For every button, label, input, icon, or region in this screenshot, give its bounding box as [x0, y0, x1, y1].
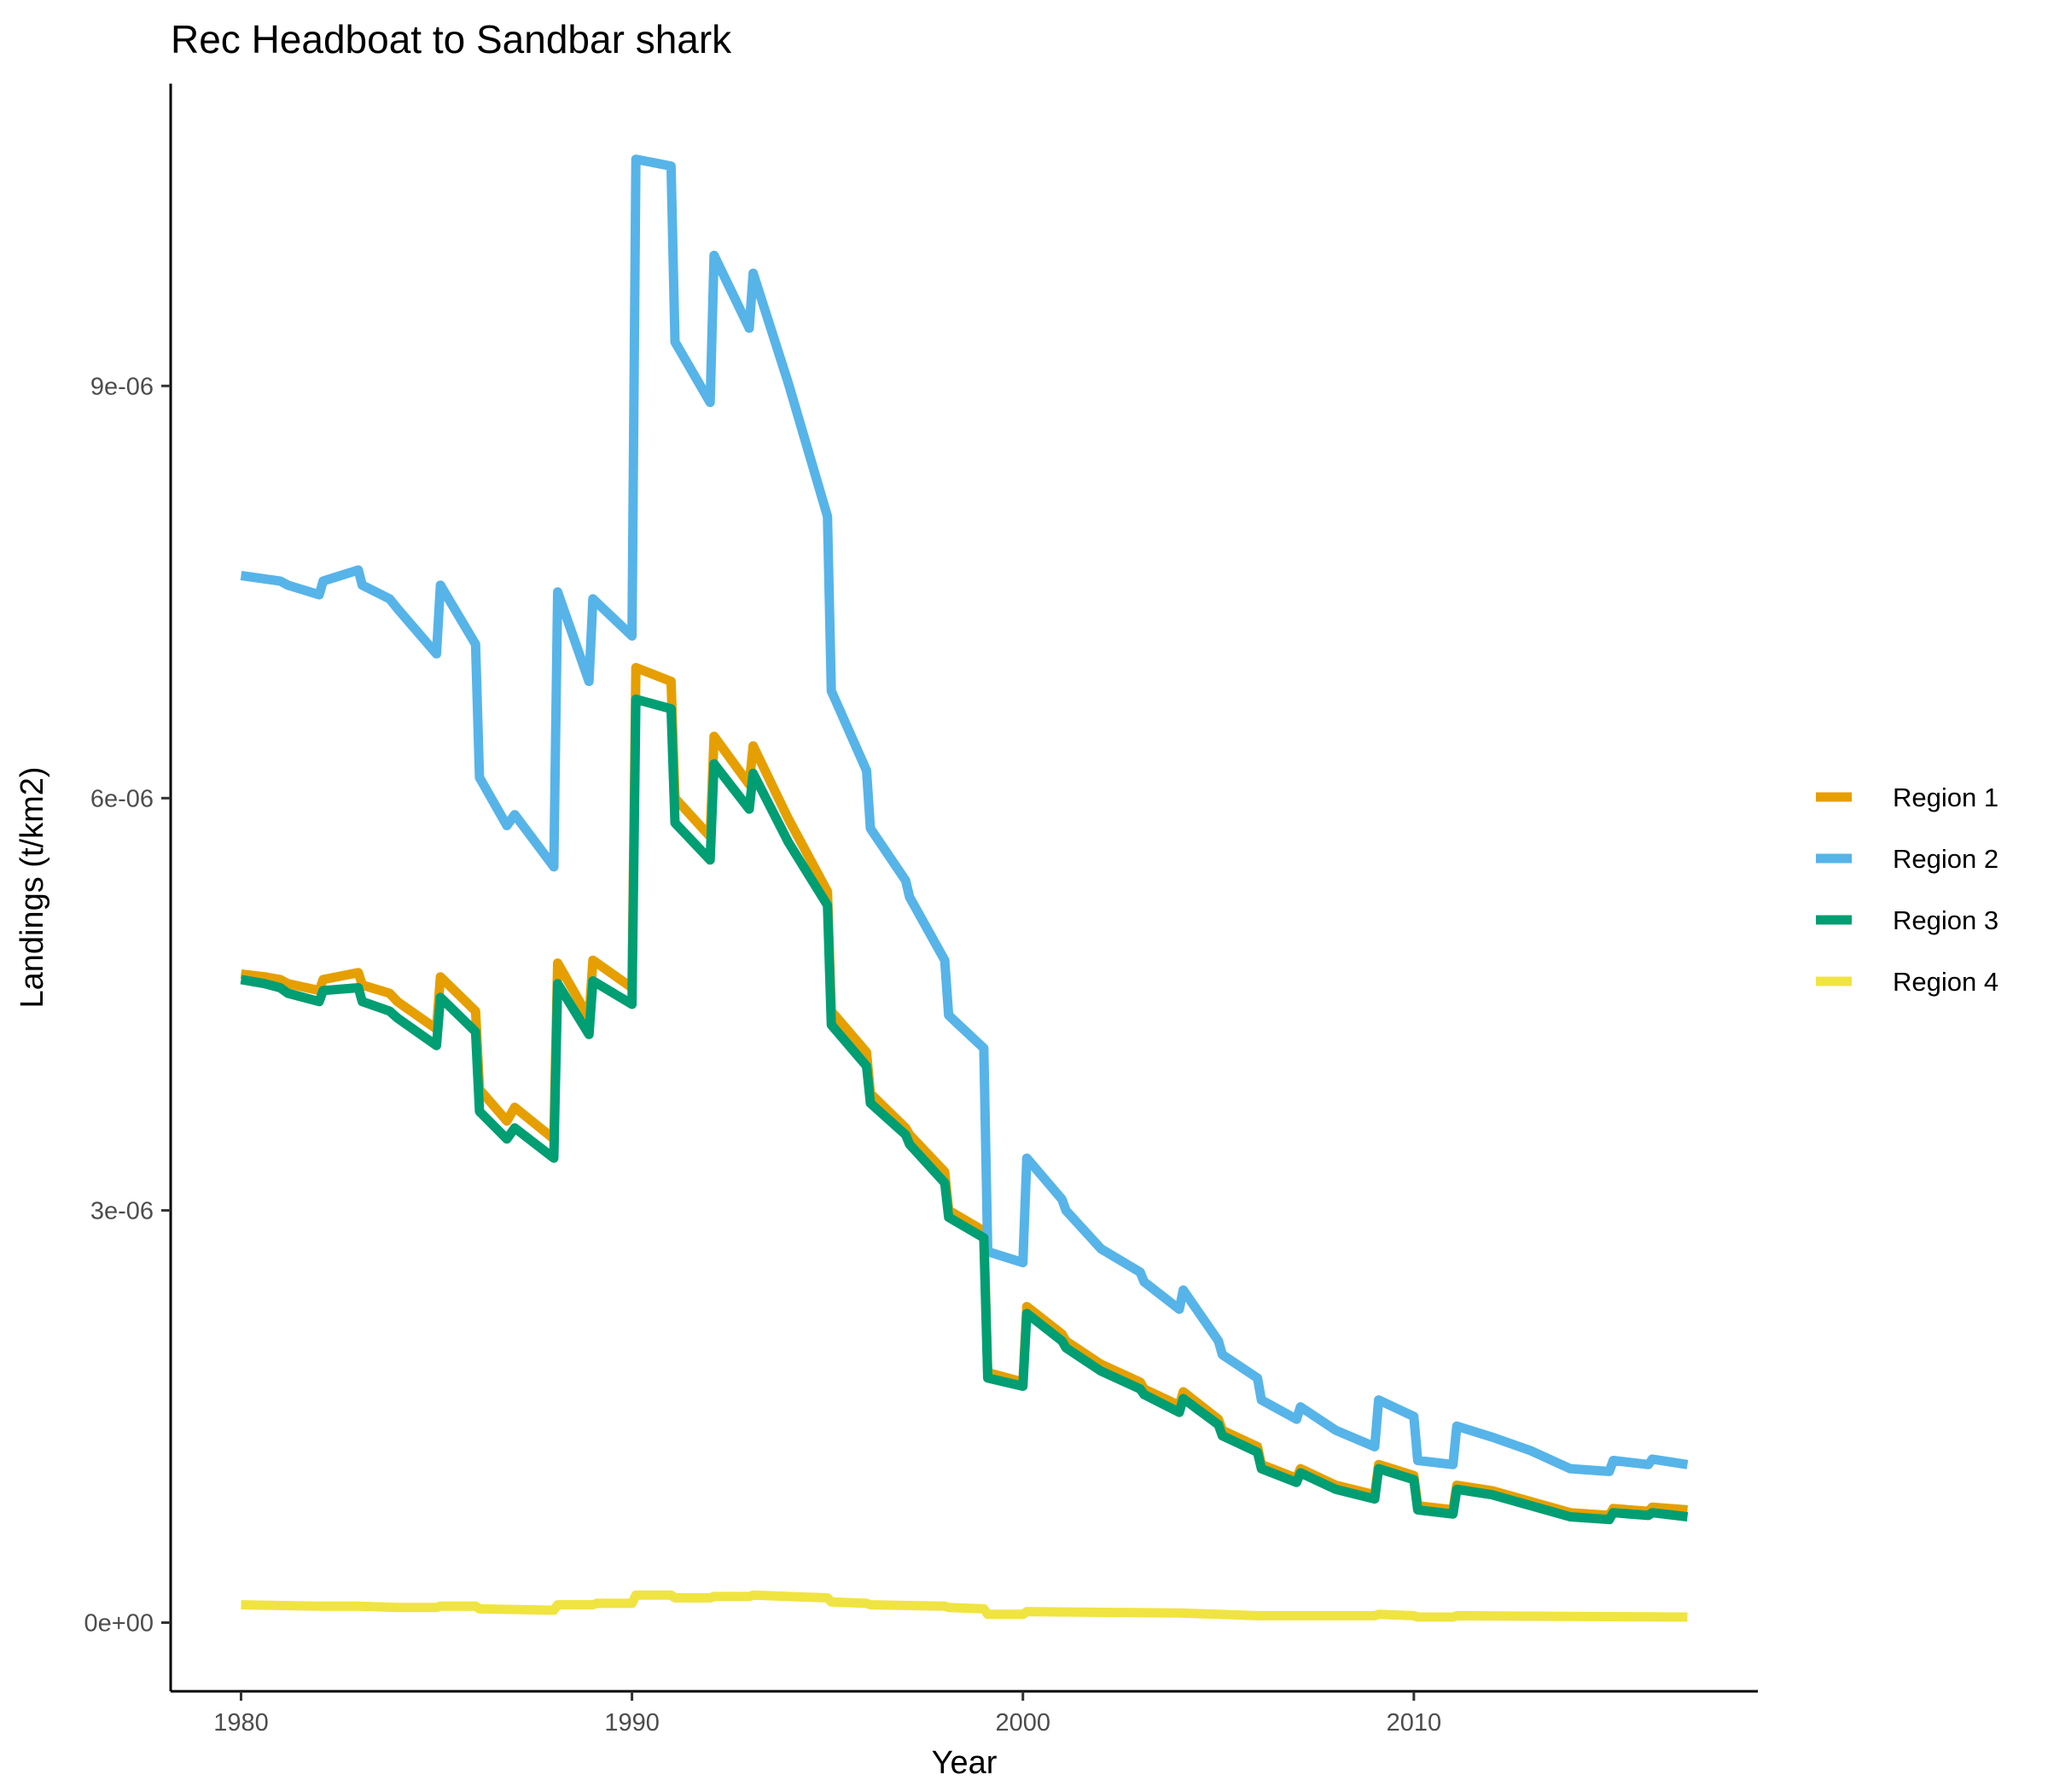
x-tick-label: 2000	[995, 1709, 1050, 1737]
legend-label-region-4: Region 4	[1893, 967, 1999, 997]
series-line-region-4	[241, 1590, 1688, 1622]
x-tick-label: 1990	[604, 1709, 660, 1737]
y-axis-title: Landings (t/km2)	[15, 766, 50, 1008]
legend-label-region-2: Region 2	[1893, 844, 1999, 874]
x-axis-ticks: 1980 1990 2000 2010	[213, 1691, 1441, 1737]
legend-label-region-1: Region 1	[1893, 783, 1999, 812]
x-axis-title: Year	[932, 1745, 998, 1781]
y-tick-label: 0e+00	[84, 1609, 154, 1637]
chart-title: Rec Headboat to Sandbar shark	[171, 17, 732, 61]
y-tick-label: 6e-06	[90, 785, 154, 812]
y-axis-ticks: 0e+00 3e-06 6e-06 9e-06	[84, 373, 171, 1637]
x-tick-label: 2010	[1387, 1709, 1442, 1737]
y-tick-label: 9e-06	[90, 373, 154, 400]
plot-lines	[240, 154, 1689, 1622]
series-line-region-2	[240, 154, 1689, 1476]
legend: Region 1 Region 2 Region 3 Region 4	[1816, 783, 1999, 997]
series-line-region-3	[240, 694, 1689, 1525]
x-tick-label: 1980	[213, 1709, 269, 1737]
y-tick-label: 3e-06	[90, 1197, 154, 1225]
legend-label-region-3: Region 3	[1893, 905, 1999, 935]
